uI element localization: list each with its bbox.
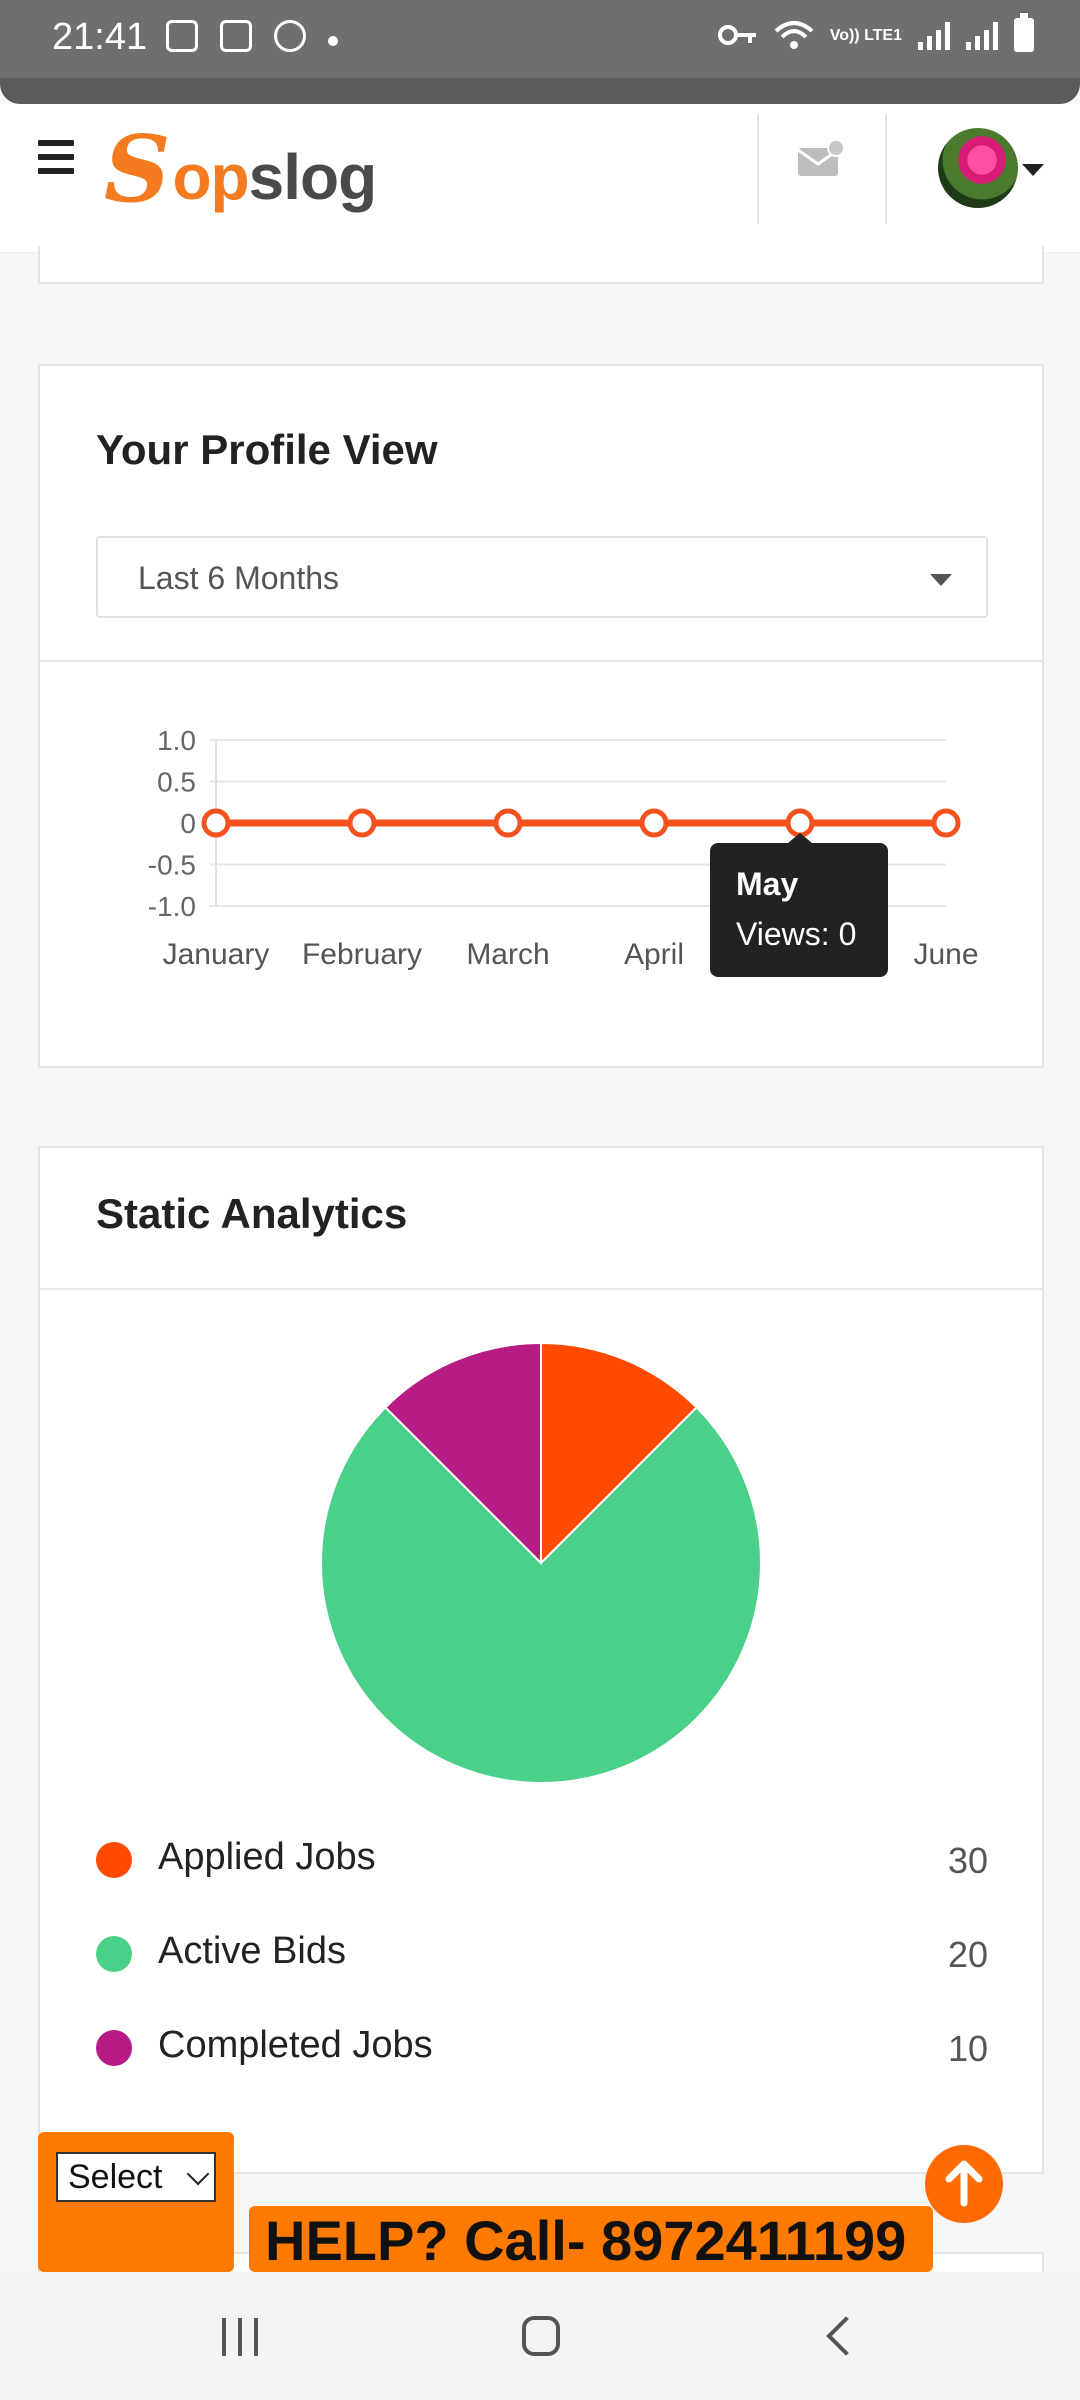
scroll-to-top-button[interactable] xyxy=(925,2145,1003,2223)
previous-card xyxy=(38,246,1044,284)
wifi-icon xyxy=(774,21,814,49)
card-divider xyxy=(40,1288,1042,1290)
y-tick-label: 1.0 xyxy=(157,725,196,756)
profile-view-card: Your Profile View Last 6 Months 1.0 0.5 0 -… xyxy=(38,364,1044,1068)
system-icons: Vo)) LTE1 xyxy=(717,13,1034,52)
logo-text: opslog xyxy=(172,140,378,214)
y-tick-label: -1.0 xyxy=(148,891,196,922)
legend-item: Active Bids 20 xyxy=(96,1928,988,1978)
card-divider xyxy=(40,660,1042,662)
legend-value: 20 xyxy=(947,1934,988,1975)
tooltip-title: May xyxy=(736,866,798,902)
data-point xyxy=(931,808,961,838)
data-point xyxy=(493,808,523,838)
period-select-value: Last 6 Months xyxy=(138,560,339,596)
key-icon xyxy=(717,25,756,45)
y-tick-label: 0 xyxy=(180,808,196,839)
mail-icon[interactable] xyxy=(798,140,844,176)
x-tick-label: March xyxy=(466,938,549,971)
menu-icon[interactable] xyxy=(38,140,74,182)
logo-text-gray: slog xyxy=(248,141,378,213)
more-notifications-icon xyxy=(328,36,338,46)
chevron-down-icon xyxy=(930,574,952,586)
data-point xyxy=(785,808,815,838)
recent-apps-icon[interactable] xyxy=(222,2318,258,2356)
legend-dot xyxy=(96,1936,132,1972)
arrow-up-icon xyxy=(945,2160,983,2207)
back-icon[interactable] xyxy=(826,2316,866,2356)
logo-text-orange: op xyxy=(172,141,249,213)
status-bar: 21:41 Vo)) LTE1 xyxy=(0,0,1080,78)
legend-label: Completed Jobs xyxy=(158,2024,433,2066)
help-text: HELP? Call- 8972411199 xyxy=(265,2209,907,2272)
page-load-bar xyxy=(0,78,1080,104)
data-point xyxy=(201,808,231,838)
language-select-value: Select xyxy=(68,2158,163,2196)
legend-label: Applied Jobs xyxy=(158,1836,376,1878)
signal-2-icon xyxy=(966,20,998,50)
signal-icon xyxy=(918,20,950,50)
status-time: 21:41 xyxy=(52,16,148,58)
pie-slice xyxy=(540,1341,698,1566)
legend-item: Completed Jobs 10 xyxy=(96,2022,988,2072)
x-tick-label: April xyxy=(624,938,684,971)
tooltip-box xyxy=(710,843,888,977)
legend-value: 30 xyxy=(947,1840,988,1881)
tooltip-value: Views: 0 xyxy=(736,916,856,952)
header-divider xyxy=(885,114,887,224)
x-tick-label: January xyxy=(163,938,270,971)
legend-dot xyxy=(96,2030,132,2066)
x-tick-label: June xyxy=(913,938,978,971)
chart-tooltip: May Views: 0 xyxy=(710,833,888,977)
d-app-icon xyxy=(274,20,306,52)
logo-mark: S xyxy=(104,115,171,223)
header-divider xyxy=(757,114,759,224)
data-point xyxy=(639,808,669,838)
period-select[interactable]: Last 6 Months xyxy=(96,536,988,618)
system-nav-bar xyxy=(0,2272,1080,2400)
chevron-down-icon[interactable] xyxy=(1022,164,1044,176)
x-tick-label: February xyxy=(302,938,422,971)
network-label: Vo)) LTE1 xyxy=(829,26,902,44)
card-title: Static Analytics xyxy=(96,1190,408,1237)
profile-view-line-chart: 1.0 0.5 0 -0.5 -1.0 January February March April… xyxy=(148,725,979,977)
language-select[interactable]: Select xyxy=(56,2152,216,2202)
legend-item: Applied Jobs 30 xyxy=(96,1834,988,1884)
battery-icon xyxy=(1014,13,1034,52)
legend-value: 10 xyxy=(947,2028,988,2069)
static-analytics-card: Static Analytics Applied Jobs 30 Active … xyxy=(38,1146,1044,2174)
gallery-icon xyxy=(166,20,198,52)
card-title: Your Profile View xyxy=(96,426,438,473)
legend-label: Active Bids xyxy=(158,1930,346,1972)
pie-slice xyxy=(319,1406,762,1784)
help-banner[interactable]: HELP? Call- 8972411199 xyxy=(249,2206,933,2272)
tooltip-pointer xyxy=(788,833,812,843)
y-tick-label: 0.5 xyxy=(157,767,196,798)
data-point xyxy=(347,808,377,838)
analytics-pie-chart xyxy=(319,1341,762,1784)
chevron-down-icon xyxy=(186,2162,210,2186)
pie-slice xyxy=(384,1341,542,1566)
y-tick-label: -0.5 xyxy=(148,850,196,881)
app-notification-icon xyxy=(220,20,252,52)
app-header: S opslog xyxy=(0,104,1080,253)
legend-dot xyxy=(96,1842,132,1878)
notification-icons xyxy=(166,20,338,52)
home-icon[interactable] xyxy=(522,2316,560,2356)
avatar[interactable] xyxy=(938,128,1018,208)
language-widget: Select xyxy=(38,2132,234,2272)
logo[interactable]: S opslog xyxy=(104,115,378,223)
